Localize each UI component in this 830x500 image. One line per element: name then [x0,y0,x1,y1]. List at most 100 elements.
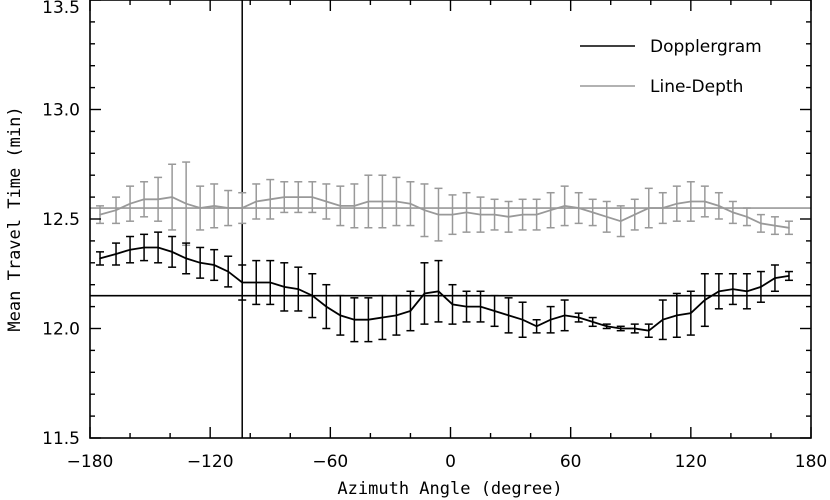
dopplergram-error-bar [294,266,303,312]
line-depth-error-bar [126,185,135,222]
line-depth-error-bar [546,191,555,229]
line-depth-data-point [241,207,244,209]
line-depth-data-point [521,213,524,216]
dopplergram-error-bar [616,325,625,332]
line-depth-data-point [199,207,201,209]
line-depth-error-bar [490,198,499,231]
line-depth-error-bar [252,183,261,220]
dopplergram-error-bar [532,318,541,334]
dopplergram-data-point [465,305,468,308]
line-depth-data-point [493,213,496,216]
line-depth-error-bar [224,189,233,227]
dopplergram-series-line [99,246,790,332]
dopplergram-data-point [549,318,552,321]
plot-frame [89,0,812,439]
dopplergram-error-bar [252,259,261,306]
dopplergram-data-point [269,281,272,284]
line-depth-error-bar [308,181,317,214]
dopplergram-error-bar [280,262,289,312]
line-depth-data-point [732,211,734,214]
dopplergram-data-point [788,275,790,277]
dopplergram-data-point [563,314,566,317]
line-depth-data-point [409,202,412,205]
dopplergram-data-point [535,325,538,328]
line-depth-error-bar [294,181,303,214]
dopplergram-error-bar [126,235,135,264]
line-depth-data-point [339,205,342,207]
line-depth-data-point [227,207,229,209]
line-depth-data-point [647,207,650,209]
line-depth-data-point [129,202,131,205]
line-depth-data-point [395,200,398,203]
dopplergram-error-bar [462,290,471,323]
line-depth-data-point [690,200,692,203]
dopplergram-error-bar [350,297,359,343]
dopplergram-data-point [171,251,173,253]
dopplergram-error-bar [196,246,205,279]
dopplergram-data-point [619,327,622,330]
dopplergram-error-bar [224,255,233,288]
dopplergram-data-point [746,290,748,293]
dopplergram-data-point [367,318,370,321]
dopplergram-data-point [395,314,398,317]
line-depth-error-bar [140,181,149,218]
line-depth-error-bar [518,198,527,231]
line-depth-data-point [325,200,328,203]
dopplergram-data-point [409,310,412,312]
dopplergram-data-point [704,299,706,301]
line-depth-data-point [297,196,300,198]
dopplergram-error-bar [630,323,639,334]
y-tick-label: 13.0 [42,101,80,121]
line-depth-data-point [535,213,538,216]
line-depth-error-bar [420,183,429,238]
line-depth-error-bar [728,200,737,225]
dopplergram-data-point [423,292,426,295]
line-depth-data-point [774,224,776,227]
dopplergram-error-bar [322,283,331,330]
dopplergram-data-point [185,257,187,260]
dopplergram-data-point [353,318,356,321]
line-depth-error-bar [504,200,513,233]
dopplergram-data-point [493,310,496,312]
dopplergram-error-bar [336,294,345,336]
dopplergram-error-bar [546,305,555,334]
dopplergram-data-point [605,325,608,328]
line-depth-error-bar [658,191,667,225]
x-tick-label: −60 [312,452,348,472]
line-depth-error-bar [686,181,695,222]
line-depth-data-point [451,213,454,216]
line-depth-error-bar [476,196,485,233]
line-depth-data-point [563,205,566,207]
dopplergram-data-point [157,246,159,249]
dopplergram-error-bar [728,273,737,306]
dopplergram-data-point [99,257,101,260]
dopplergram-error-bar [364,297,373,343]
dopplergram-data-point [577,316,580,319]
line-depth-error-bar [112,196,121,225]
line-depth-error-bar [392,176,401,227]
line-depth-error-bar [336,185,345,227]
dopplergram-data-point [199,262,201,264]
line-depth-error-bar [714,191,723,220]
y-tick-label: 12.5 [42,210,80,230]
dopplergram-error-bar [448,283,457,325]
line-depth-error-bar [616,205,625,238]
dopplergram-data-point [227,270,229,273]
dopplergram-error-bar [658,299,667,341]
dopplergram-data-point [676,314,678,317]
y-tick-label: 12.0 [42,320,80,340]
line-depth-error-bar [168,163,177,231]
dopplergram-data-point [339,314,342,317]
dopplergram-error-bar [588,316,597,328]
dopplergram-error-bar [602,323,611,330]
line-depth-data-point [746,216,748,218]
dopplergram-data-point [690,312,692,314]
dopplergram-data-point [115,253,117,255]
dopplergram-error-bar [420,262,429,325]
line-depth-error-bar [700,185,709,218]
dopplergram-data-point [297,288,300,290]
line-depth-error-bar [280,181,289,214]
line-depth-error-bar [322,183,331,220]
dopplergram-data-point [311,294,314,297]
dopplergram-error-bar [490,294,499,328]
